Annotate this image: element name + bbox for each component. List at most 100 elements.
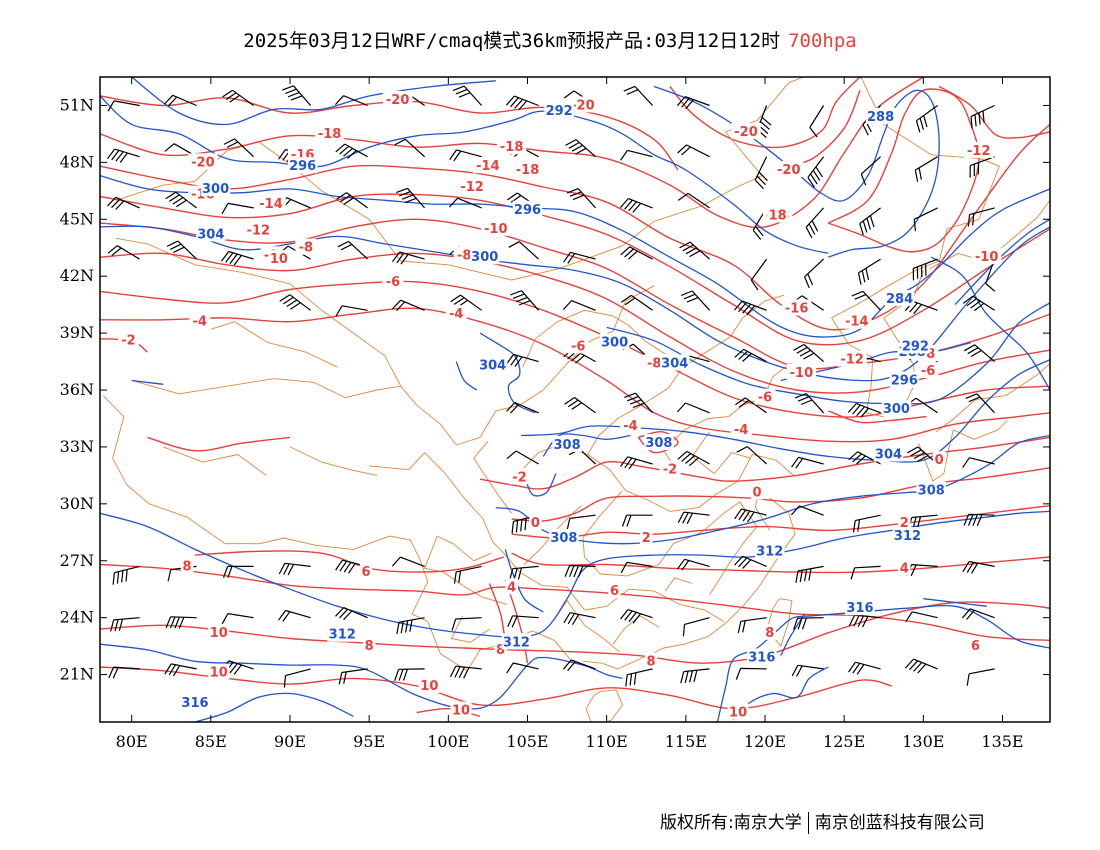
wind-barb bbox=[735, 667, 767, 680]
isohypse bbox=[606, 302, 1050, 405]
wind-barb bbox=[852, 514, 881, 533]
contour-label-bg bbox=[544, 102, 574, 119]
wind-barb bbox=[107, 100, 140, 112]
wind-barb bbox=[511, 514, 539, 534]
wind-barb bbox=[848, 661, 881, 675]
wind-barb bbox=[396, 187, 426, 209]
wind-barb bbox=[619, 198, 653, 213]
isotherm bbox=[100, 218, 1050, 370]
contour-label: 8 bbox=[365, 639, 374, 654]
wind-barb bbox=[508, 241, 540, 260]
lon-label: 130E bbox=[902, 732, 944, 751]
wind-barb bbox=[677, 192, 710, 209]
copyright: 版权所有:南京大学 南京创蓝科技有限公司 bbox=[660, 808, 985, 834]
isotherm bbox=[100, 601, 1050, 664]
wind-barb bbox=[222, 565, 254, 578]
contour-label-bg bbox=[898, 513, 911, 530]
isohypse bbox=[923, 598, 987, 607]
lat-label: 21N bbox=[60, 665, 94, 684]
contour-label: -10 bbox=[484, 222, 508, 237]
lat-label: 36N bbox=[60, 380, 94, 399]
wind-barb bbox=[396, 617, 425, 635]
contour-label: -4 bbox=[193, 315, 207, 330]
contour-label-bg bbox=[786, 363, 817, 380]
wind-barb bbox=[859, 207, 881, 236]
wind-barb bbox=[620, 149, 653, 161]
wind-barb bbox=[754, 156, 768, 190]
contour-label-bg bbox=[845, 599, 875, 616]
contour-label-bg bbox=[243, 221, 274, 238]
wind-barb bbox=[450, 294, 482, 311]
contour-label-bg bbox=[763, 623, 776, 640]
contour-label-bg bbox=[382, 272, 404, 289]
contour-label-bg bbox=[287, 157, 318, 174]
contour-label-bg bbox=[964, 141, 994, 158]
wind-barbs bbox=[107, 85, 996, 688]
contour-label-bg bbox=[256, 195, 286, 212]
lon-label: 135E bbox=[981, 732, 1023, 751]
contour-label-bg bbox=[755, 542, 785, 559]
contour-label: 8 bbox=[646, 654, 655, 669]
contour-label-bg bbox=[295, 238, 317, 255]
province-borders bbox=[102, 77, 1050, 722]
contour-label: 300 bbox=[883, 402, 910, 417]
border-line bbox=[935, 363, 1050, 433]
wind-barb bbox=[850, 565, 881, 580]
wind-barb bbox=[793, 617, 824, 630]
wind-barb bbox=[221, 613, 254, 625]
isohypse bbox=[131, 77, 496, 126]
contour-label-bg bbox=[196, 225, 226, 242]
contour-label-bg bbox=[268, 250, 290, 267]
wind-barb bbox=[677, 450, 710, 467]
contour-label: 2 bbox=[900, 516, 909, 531]
contour-label: -4 bbox=[623, 419, 637, 434]
isohypse bbox=[523, 473, 557, 497]
contour-label-bg bbox=[552, 436, 582, 453]
lat-label: 33N bbox=[60, 437, 94, 456]
contour-label: -8 bbox=[647, 356, 661, 371]
wind-barb bbox=[505, 95, 539, 111]
copyright-divider bbox=[807, 812, 809, 834]
wind-barb bbox=[566, 514, 596, 531]
contour-label: 10 bbox=[210, 626, 228, 641]
wind-barb bbox=[904, 300, 938, 315]
contour-label: 10 bbox=[729, 706, 747, 721]
wind-barb bbox=[278, 609, 311, 622]
border-line bbox=[163, 446, 267, 476]
wind-barb bbox=[680, 668, 710, 684]
pressure-level: 700hpa bbox=[788, 30, 857, 52]
wind-barb bbox=[915, 105, 938, 133]
contour-label: 300 bbox=[202, 182, 229, 197]
wind-barb bbox=[507, 615, 539, 628]
isohypse bbox=[455, 361, 478, 391]
contour-label: 308 bbox=[918, 484, 945, 499]
contour-label: -10 bbox=[975, 250, 999, 265]
contour-label: 10 bbox=[452, 704, 470, 719]
contour-label-bg bbox=[208, 623, 230, 640]
contour-label: -6 bbox=[758, 391, 772, 406]
contour-label: 312 bbox=[894, 529, 921, 544]
contour-label-bg bbox=[754, 388, 776, 405]
wind-barb bbox=[680, 290, 711, 311]
contour-label: -16 bbox=[785, 301, 809, 316]
lat-label: 45N bbox=[60, 209, 94, 228]
wind-barb bbox=[223, 138, 255, 158]
wind-barb bbox=[336, 192, 368, 209]
contour-label-bg bbox=[892, 527, 923, 544]
wind-barb bbox=[338, 668, 368, 685]
contour-label: 2 bbox=[642, 531, 651, 546]
wind-barb bbox=[962, 560, 995, 574]
contour-label-bg bbox=[731, 123, 761, 140]
geopotential-labels: 2963003042963002922882842882922963003003… bbox=[180, 102, 946, 711]
contour-label: 10 bbox=[210, 666, 228, 681]
isohypse bbox=[100, 95, 829, 255]
contour-label-bg bbox=[512, 160, 543, 177]
contour-label: 304 bbox=[875, 448, 902, 463]
isohypse bbox=[194, 692, 354, 722]
contour-label-bg bbox=[842, 312, 872, 329]
wind-barb bbox=[621, 294, 653, 311]
contour-label: -6 bbox=[386, 275, 400, 290]
border-line bbox=[210, 321, 338, 368]
contour-label-bg bbox=[884, 289, 915, 306]
lat-label: 27N bbox=[60, 551, 94, 570]
